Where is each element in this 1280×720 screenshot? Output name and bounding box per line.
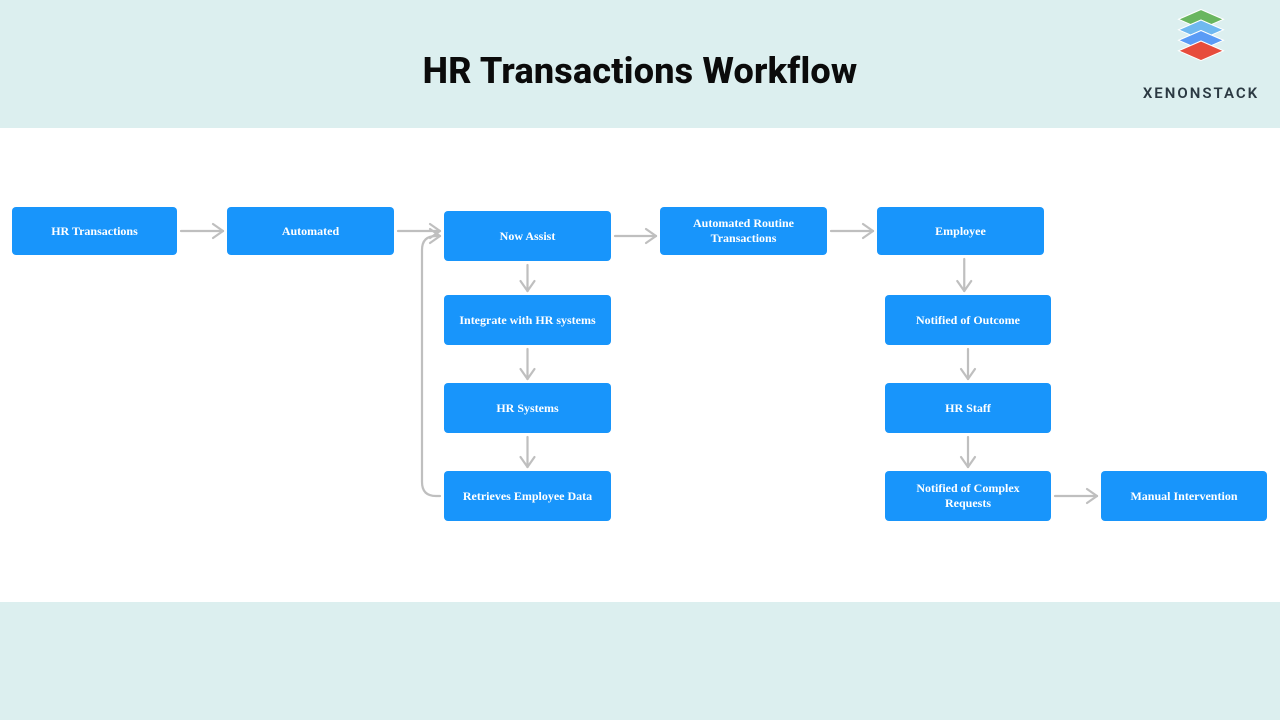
flowchart-canvas: HR Transactions Automated Now Assist Automa… [0,128,1280,602]
flow-node-label: Automated Routine Transactions [670,216,817,246]
flow-node-retrieves: Retrieves Employee Data [444,471,611,521]
brand-logo: XENONSTACK [1136,6,1266,102]
flow-node-hr-transactions: HR Transactions [12,207,177,255]
arrows-layer [0,128,1280,602]
flow-node-integrate: Integrate with HR systems [444,295,611,345]
flow-node-art: Automated Routine Transactions [660,207,827,255]
flow-node-employee: Employee [877,207,1044,255]
flow-node-label: Integrate with HR systems [459,313,595,328]
flow-node-notified-complex: Notified of Complex Requests [885,471,1051,521]
flow-node-hr-systems: HR Systems [444,383,611,433]
flow-node-label: Employee [935,224,986,239]
flow-node-label: HR Systems [496,401,558,416]
flow-node-label: Retrieves Employee Data [463,489,592,504]
page: HR Transactions Workflow XENONSTACK HR T… [0,0,1280,720]
flow-node-manual: Manual Intervention [1101,471,1267,521]
flow-node-label: Manual Intervention [1130,489,1237,504]
flow-node-now-assist: Now Assist [444,211,611,261]
flow-node-label: Automated [282,224,339,239]
flow-node-hr-staff: HR Staff [885,383,1051,433]
flow-node-label: Now Assist [500,229,556,244]
flow-node-label: HR Transactions [51,224,138,239]
footer-band [0,602,1280,720]
stack-icon [1166,6,1236,76]
flow-node-notified-outcome: Notified of Outcome [885,295,1051,345]
page-title: HR Transactions Workflow [0,50,1280,92]
flow-node-label: Notified of Outcome [916,313,1020,328]
flow-node-automated: Automated [227,207,394,255]
flow-node-label: Notified of Complex Requests [895,481,1041,511]
flow-node-label: HR Staff [945,401,991,416]
brand-name: XENONSTACK [1136,84,1266,102]
